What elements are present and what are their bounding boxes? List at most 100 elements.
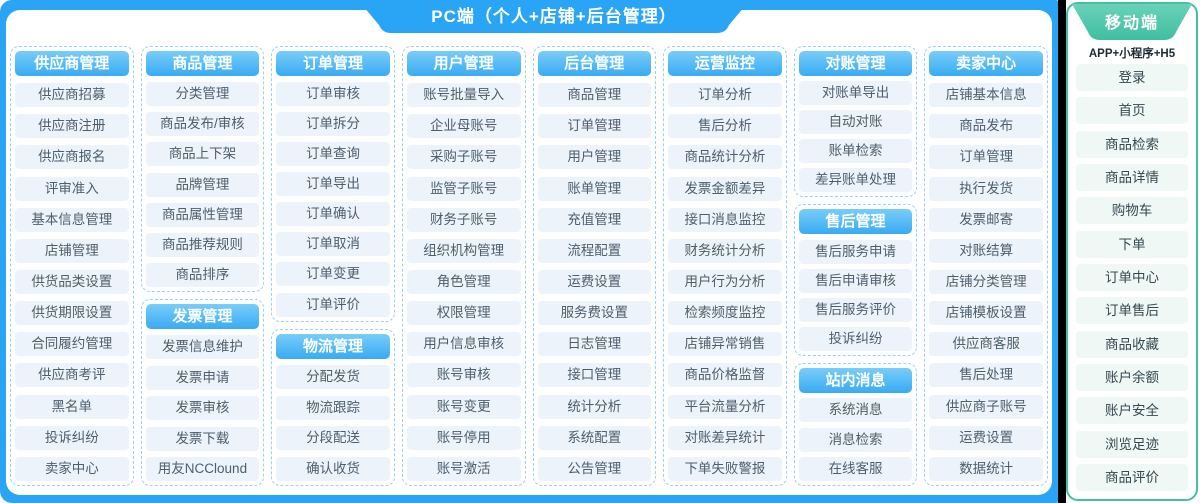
feature-group: 后台管理 商品管理 订单管理 用户管理 账单管理 充值管理 流程配置 运费设置 服务费设置 日志管… xyxy=(532,46,657,486)
mobile-feature-item: 订单售后 xyxy=(1076,297,1188,325)
feature-group: 物流管理 分配发货 物流跟踪 分段配送 确认收货 xyxy=(271,328,395,486)
feature-item: 差异账单处理 xyxy=(798,168,913,193)
mobile-feature-item: 浏览足迹 xyxy=(1076,430,1188,458)
feature-item: 订单评价 xyxy=(276,292,390,317)
mobile-feature-item: 账户安全 xyxy=(1076,397,1188,425)
group-header: 订单管理 xyxy=(276,51,390,76)
feature-item: 订单查询 xyxy=(276,142,390,167)
feature-item: 供货品类设置 xyxy=(15,269,129,294)
pc-column: 运营监控 订单分析 售后分析 商品统计分析 发票金额差异 接口消息监控 财务统计分析 用户行为… xyxy=(663,46,787,486)
feature-item: 对账差异统计 xyxy=(668,425,782,450)
feature-item: 发票审核 xyxy=(145,396,260,421)
feature-item: 对账单导出 xyxy=(798,81,913,106)
feature-item: 组织机构管理 xyxy=(406,238,521,263)
feature-item: 发票信息维护 xyxy=(145,335,260,360)
feature-item: 对账结算 xyxy=(929,238,1043,263)
feature-item: 运费设置 xyxy=(929,425,1043,450)
feature-item: 店铺管理 xyxy=(15,238,129,263)
feature-item: 供货期限设置 xyxy=(15,301,129,326)
section-divider xyxy=(1058,0,1066,503)
feature-item: 售后申请审核 xyxy=(798,268,913,293)
feature-item: 店铺基本信息 xyxy=(929,83,1043,108)
feature-item: 商品上下架 xyxy=(145,142,260,167)
pc-columns: 供应商管理 供应商招募 供应商注册 供应商报名 评审准入 基本信息管理 店铺管理 供货品类设置… xyxy=(10,46,1048,486)
group-header: 站内消息 xyxy=(798,367,913,393)
feature-item: 订单管理 xyxy=(537,114,652,139)
feature-item: 确认收货 xyxy=(276,457,390,481)
feature-item: 日志管理 xyxy=(537,332,652,357)
feature-item: 统计分析 xyxy=(537,394,652,419)
group-header: 运营监控 xyxy=(668,51,782,76)
feature-item: 物流跟踪 xyxy=(276,395,390,420)
group-header: 售后管理 xyxy=(798,209,913,235)
feature-item: 流程配置 xyxy=(537,238,652,263)
feature-item: 投诉纠纷 xyxy=(798,326,913,351)
feature-item: 用友NCClound xyxy=(145,456,260,481)
feature-item: 售后分析 xyxy=(668,114,782,139)
feature-item: 供应商报名 xyxy=(15,145,129,170)
feature-item: 用户行为分析 xyxy=(668,269,782,294)
feature-item: 订单分析 xyxy=(668,83,782,108)
feature-item: 财务统计分析 xyxy=(668,238,782,263)
feature-item: 企业母账号 xyxy=(406,114,521,139)
feature-item: 采购子账号 xyxy=(406,145,521,170)
feature-item: 角色管理 xyxy=(406,269,521,294)
feature-item: 接口管理 xyxy=(537,363,652,388)
feature-item: 品牌管理 xyxy=(145,172,260,197)
feature-item: 分类管理 xyxy=(145,82,260,107)
feature-item: 账单检索 xyxy=(798,139,913,164)
feature-group: 卖家中心 店铺基本信息 商品发布 订单管理 执行发货 发票邮寄 对账结算 店铺分类管理 店铺模板… xyxy=(924,46,1048,486)
mobile-title-tab-shape xyxy=(1072,4,1192,40)
feature-item: 黑名单 xyxy=(15,394,129,419)
mobile-feature-item: 下单 xyxy=(1076,230,1188,258)
feature-item: 消息检索 xyxy=(798,427,913,452)
group-header: 物流管理 xyxy=(276,333,390,359)
pc-column: 后台管理 商品管理 订单管理 用户管理 账单管理 充值管理 流程配置 运费设置 服务费设置 日志管… xyxy=(532,46,657,486)
feature-item: 合同履约管理 xyxy=(15,332,129,357)
feature-item: 订单取消 xyxy=(276,232,390,257)
feature-item: 商品排序 xyxy=(145,262,260,287)
feature-item: 发票下载 xyxy=(145,426,260,451)
group-header: 用户管理 xyxy=(406,51,521,76)
feature-item: 商品发布/审核 xyxy=(145,112,260,137)
mobile-section-title: 移动端 xyxy=(1104,15,1159,32)
feature-item: 商品推荐规则 xyxy=(145,232,260,257)
feature-item: 账号审核 xyxy=(406,363,521,388)
feature-item: 供应商招募 xyxy=(15,83,129,108)
pc-column: 用户管理 账号批量导入 企业母账号 采购子账号 监管子账号 财务子账号 组织机构管理 角色管理… xyxy=(401,46,526,486)
feature-item: 供应商注册 xyxy=(15,114,129,139)
feature-item: 运费设置 xyxy=(537,269,652,294)
mobile-feature-item: 登录 xyxy=(1076,64,1188,91)
feature-item: 订单拆分 xyxy=(276,112,390,137)
feature-item: 售后处理 xyxy=(929,363,1043,388)
pc-column: 对账管理 对账单导出 自动对账 账单检索 差异账单处理 售后管理 售后服务申请 售后申请审核售… xyxy=(793,46,918,486)
feature-item: 供应商客服 xyxy=(929,332,1043,357)
mobile-feature-item: 购物车 xyxy=(1076,197,1188,225)
feature-group: 对账管理对账单导出自动对账账单检索差异账单处理 xyxy=(793,46,918,198)
feature-item: 分配发货 xyxy=(276,365,390,390)
feature-item: 商品管理 xyxy=(537,83,652,108)
mobile-feature-item: 订单中心 xyxy=(1076,263,1188,291)
feature-item: 商品价格监督 xyxy=(668,363,782,388)
mobile-feature-item: 商品评价 xyxy=(1076,463,1188,491)
feature-item: 充值管理 xyxy=(537,207,652,232)
group-header: 对账管理 xyxy=(798,51,913,76)
feature-group: 商品管理 分类管理 商品发布/审核 商品上下架 品牌管理 商品属性管理 商品推荐规则 商品排序 xyxy=(140,46,265,292)
feature-item: 账号停用 xyxy=(406,425,521,450)
feature-item: 自动对账 xyxy=(798,110,913,135)
group-header: 发票管理 xyxy=(145,304,260,329)
feature-item: 投诉纠纷 xyxy=(15,425,129,450)
feature-item: 检索频度监控 xyxy=(668,301,782,326)
group-header: 后台管理 xyxy=(537,51,652,76)
feature-item: 评审准入 xyxy=(15,176,129,201)
feature-item: 商品属性管理 xyxy=(145,202,260,227)
feature-item: 系统消息 xyxy=(798,398,913,423)
group-header: 卖家中心 xyxy=(929,51,1043,76)
feature-item: 订单变更 xyxy=(276,262,390,287)
mobile-section-card: 移动端 APP+小程序+H5 登录 首页 商品检索 商品详情 购物车 下单 订单中心 订单售后… xyxy=(1066,2,1198,501)
feature-item: 订单导出 xyxy=(276,172,390,197)
feature-item: 账号变更 xyxy=(406,394,521,419)
feature-item: 售后服务评价 xyxy=(798,297,913,322)
feature-item: 账号激活 xyxy=(406,456,521,481)
